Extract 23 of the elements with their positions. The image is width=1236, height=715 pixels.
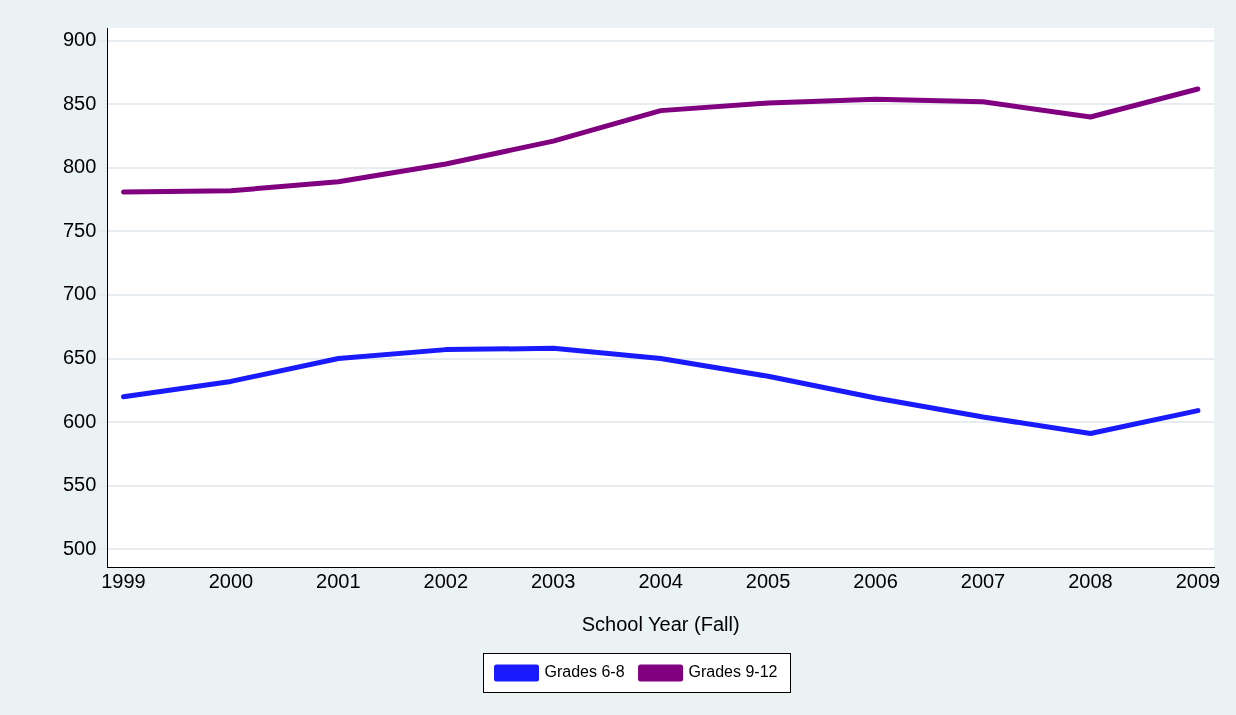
legend-label: Grades 9-12 [688,663,778,681]
y-tick-label: 550 [62,473,97,496]
x-tick-label: 2001 [316,569,361,592]
x-tick-label: 2000 [208,569,254,592]
x-tick-label: 2004 [638,569,683,592]
x-tick-label: 2002 [423,569,469,592]
x-tick-label: 2003 [530,569,576,592]
x-tick-label: 2007 [960,569,1006,592]
x-tick-label: 2006 [853,569,898,592]
y-tick-label: 500 [62,536,97,559]
x-axis-title: School Year (Fall) [581,612,740,635]
y-tick-label: 850 [62,91,97,114]
y-tick-label: 700 [62,282,97,305]
x-tick-label: 2005 [745,569,791,592]
y-tick-label: 900 [62,28,97,51]
legend-label: Grades 6-8 [544,663,625,681]
x-tick-label: 2008 [1068,569,1113,592]
y-tick-label: 650 [62,346,97,369]
x-tick-label: 2009 [1175,569,1221,592]
x-tick-label: 1999 [101,569,146,592]
y-tick-label: 600 [62,409,97,432]
y-tick-label: 750 [62,218,97,241]
y-tick-label: 800 [62,155,97,178]
